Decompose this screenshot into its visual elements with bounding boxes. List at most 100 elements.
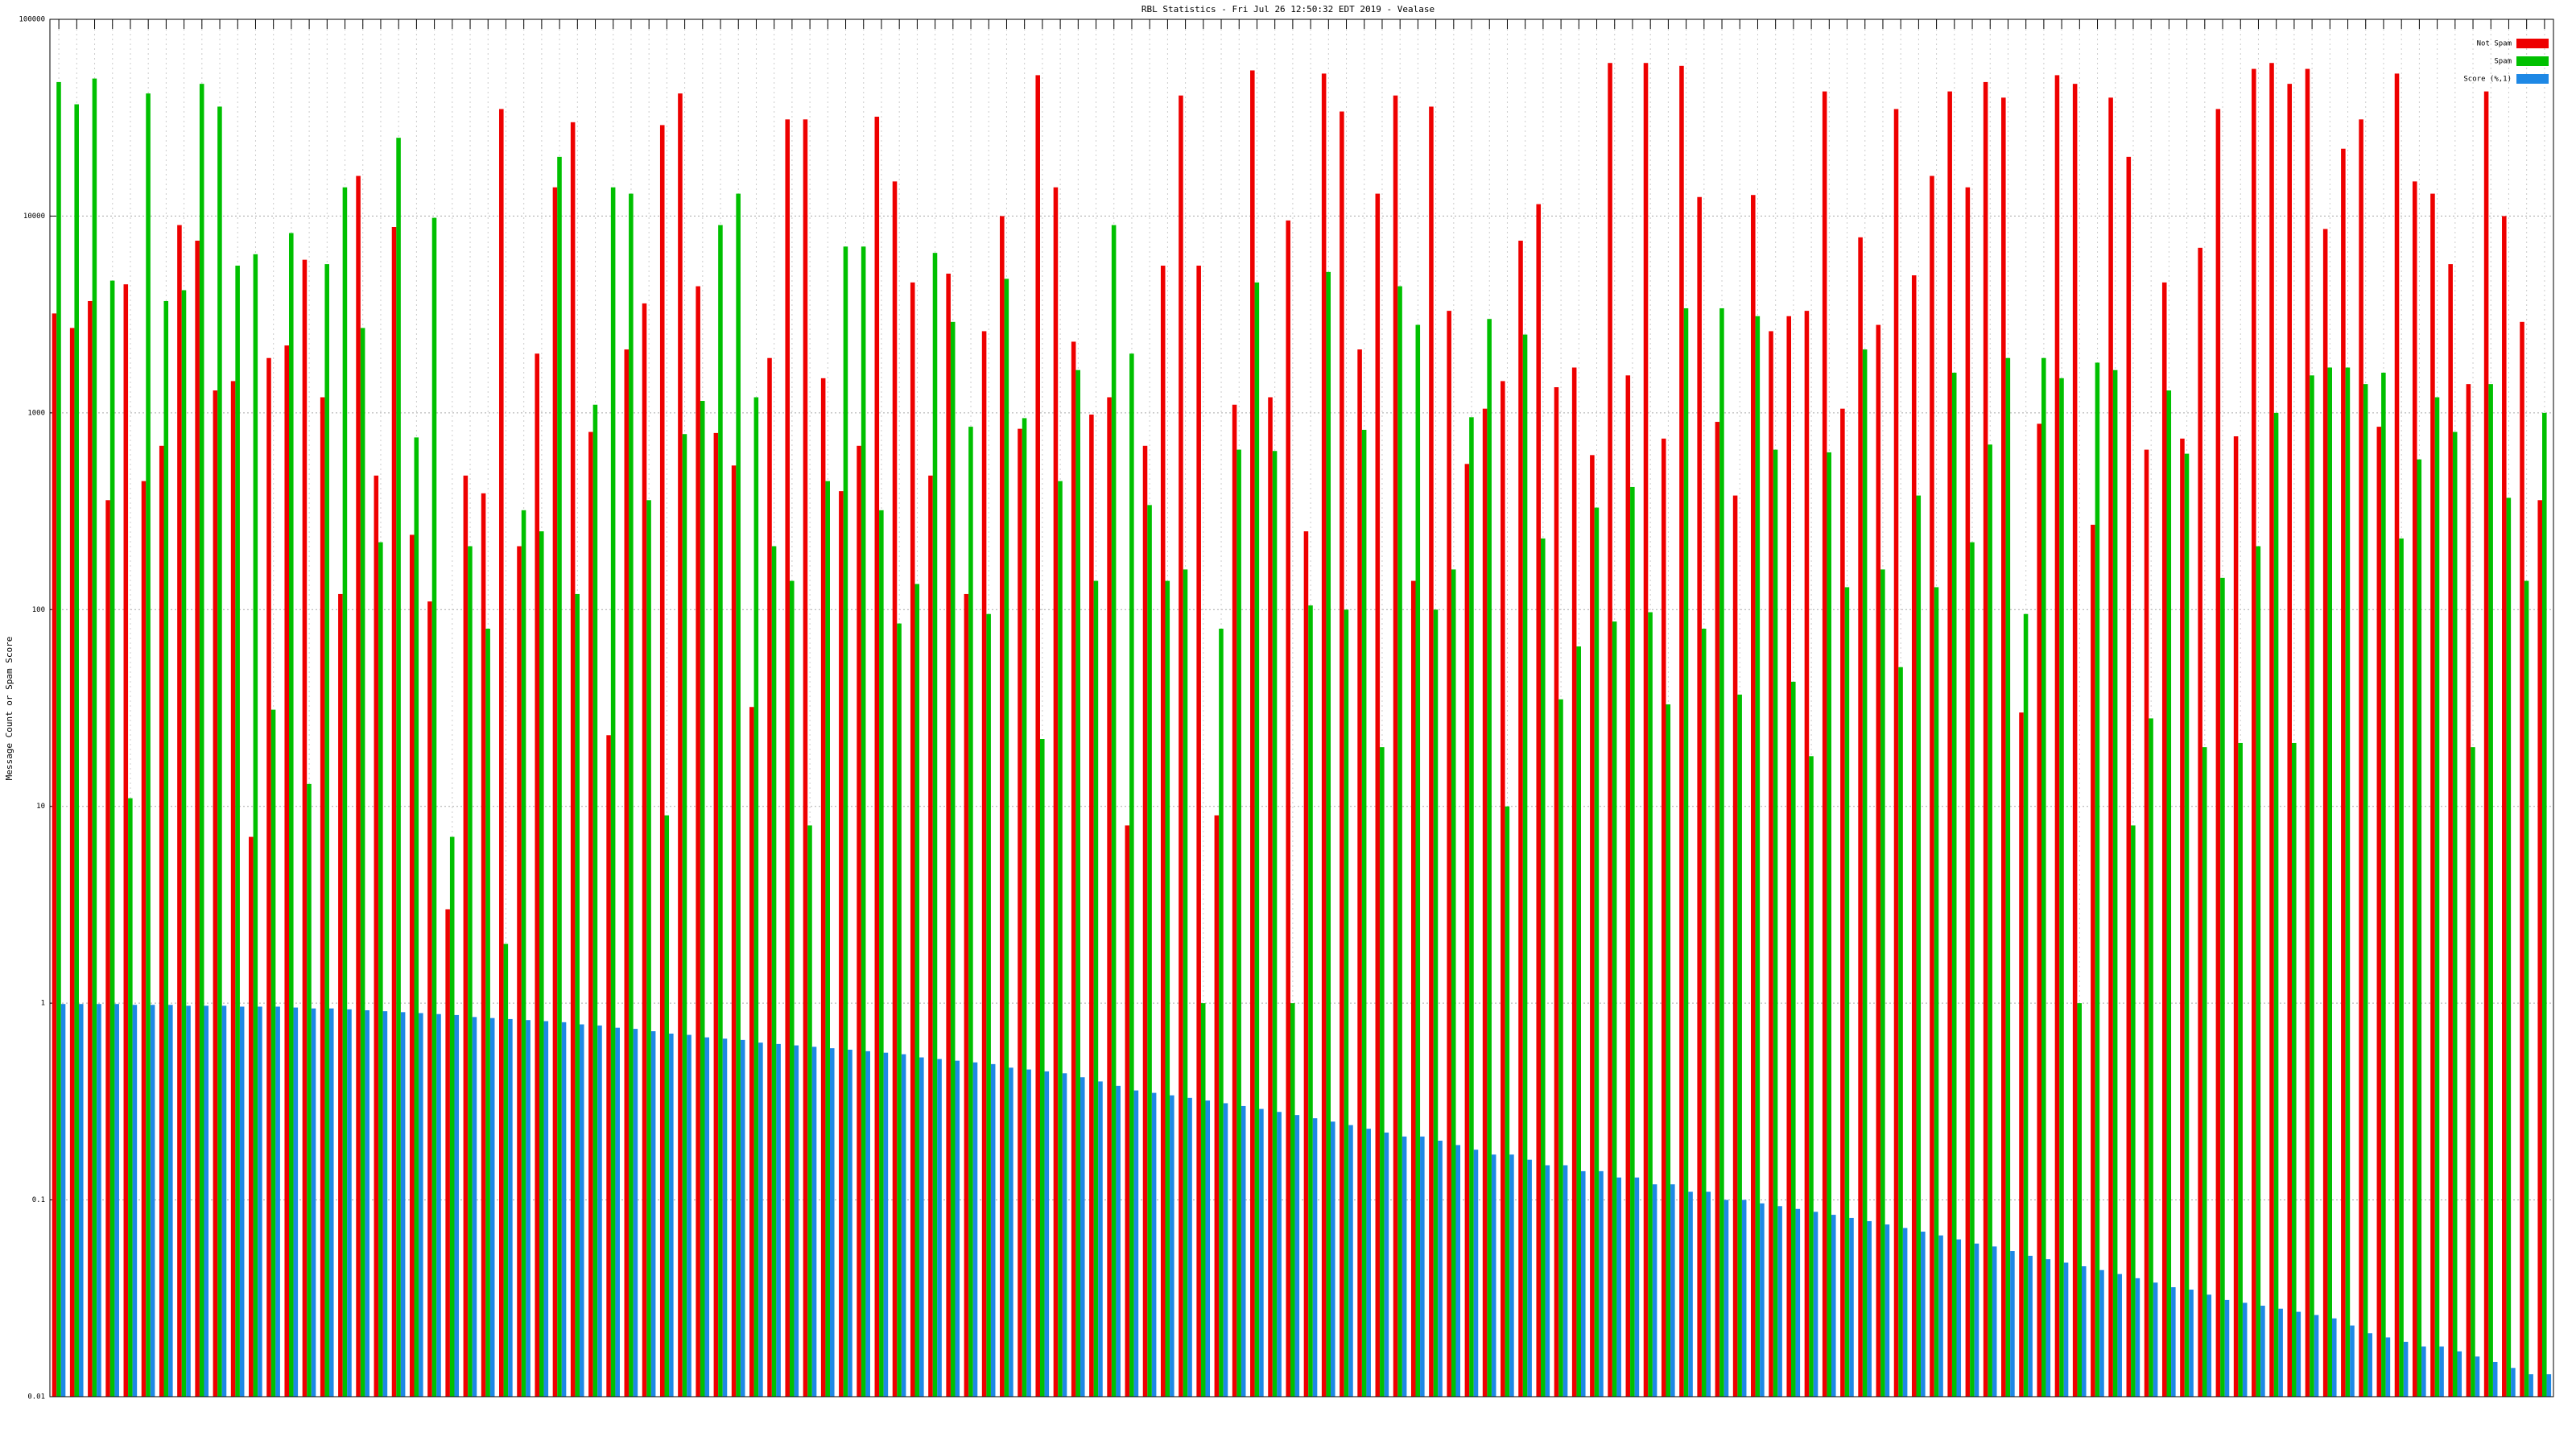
bar bbox=[56, 81, 61, 1397]
bar bbox=[790, 580, 795, 1397]
bar bbox=[1974, 1243, 1979, 1397]
bar bbox=[1075, 369, 1080, 1397]
bar bbox=[1921, 1231, 1926, 1397]
y-tick-label: 1000 bbox=[27, 409, 45, 417]
bar bbox=[1093, 580, 1099, 1397]
bar bbox=[1571, 367, 1577, 1397]
bar bbox=[1947, 91, 1952, 1397]
bar bbox=[825, 481, 830, 1397]
bar bbox=[552, 187, 558, 1397]
bar bbox=[678, 93, 683, 1397]
bar bbox=[2448, 264, 2453, 1397]
bar bbox=[1402, 1136, 1407, 1397]
bar bbox=[848, 1049, 852, 1397]
bar bbox=[2483, 91, 2489, 1397]
bar bbox=[1330, 1121, 1335, 1397]
bar bbox=[606, 735, 611, 1397]
bar bbox=[109, 280, 115, 1397]
bar bbox=[919, 1057, 924, 1397]
bar bbox=[776, 1043, 781, 1397]
bar bbox=[342, 187, 348, 1397]
bar bbox=[820, 378, 826, 1397]
bar bbox=[1053, 187, 1059, 1397]
bar bbox=[168, 1005, 173, 1397]
bar bbox=[932, 253, 938, 1397]
bar bbox=[1809, 756, 1814, 1397]
bar bbox=[1697, 196, 1702, 1397]
bar bbox=[2394, 73, 2400, 1397]
bar bbox=[731, 465, 737, 1397]
bar bbox=[897, 623, 902, 1397]
bar bbox=[481, 493, 486, 1397]
bar bbox=[2180, 438, 2185, 1397]
bar bbox=[2166, 390, 2172, 1397]
bar bbox=[1129, 353, 1134, 1397]
bar bbox=[1777, 1206, 1782, 1397]
bar bbox=[592, 404, 598, 1397]
bar bbox=[1608, 63, 1612, 1397]
bar bbox=[1062, 1073, 1067, 1397]
bar bbox=[1755, 316, 1761, 1397]
bar bbox=[901, 1054, 906, 1397]
bar bbox=[1429, 106, 1434, 1397]
bar bbox=[1541, 538, 1546, 1397]
bar bbox=[1044, 1071, 1050, 1397]
bar bbox=[1026, 1069, 1031, 1397]
bar bbox=[1294, 1115, 1300, 1397]
bar bbox=[128, 798, 133, 1397]
bar bbox=[2524, 580, 2529, 1397]
bar bbox=[2546, 1374, 2552, 1397]
bar bbox=[230, 381, 236, 1397]
bar bbox=[1340, 111, 1344, 1397]
bar bbox=[400, 1012, 406, 1397]
bar bbox=[633, 1029, 638, 1397]
bar bbox=[1491, 1154, 1496, 1397]
bar bbox=[946, 273, 951, 1397]
bar bbox=[141, 481, 147, 1397]
bar bbox=[235, 265, 240, 1397]
bar bbox=[2135, 1278, 2140, 1397]
bar bbox=[937, 1059, 942, 1397]
bar bbox=[1469, 417, 1474, 1397]
bar bbox=[1840, 408, 1845, 1397]
bar bbox=[1732, 495, 1738, 1397]
bar bbox=[597, 1025, 602, 1397]
bar bbox=[2273, 412, 2279, 1397]
bar bbox=[1393, 95, 1398, 1397]
bar bbox=[771, 546, 777, 1397]
bar bbox=[2322, 229, 2328, 1397]
bar bbox=[1938, 1235, 1943, 1397]
bar bbox=[1612, 621, 1617, 1397]
bar bbox=[1876, 324, 1881, 1397]
bar bbox=[972, 1062, 978, 1397]
bar bbox=[463, 475, 469, 1397]
bar bbox=[436, 1013, 441, 1397]
bar bbox=[2054, 75, 2060, 1397]
bar bbox=[249, 836, 254, 1397]
bar bbox=[328, 1008, 334, 1397]
bar bbox=[624, 349, 630, 1397]
bar bbox=[1679, 65, 1684, 1397]
bar bbox=[664, 815, 670, 1397]
bar bbox=[2305, 68, 2310, 1397]
bar bbox=[1501, 381, 1505, 1397]
bar bbox=[2233, 436, 2239, 1397]
bar bbox=[2492, 1361, 2498, 1397]
bar bbox=[700, 401, 705, 1397]
bar bbox=[1616, 1177, 1621, 1397]
bar bbox=[1724, 1199, 1729, 1397]
bar bbox=[284, 345, 290, 1397]
bar bbox=[1018, 428, 1022, 1397]
bar bbox=[1080, 1077, 1085, 1397]
bar bbox=[1760, 1203, 1765, 1397]
bar bbox=[2037, 423, 2042, 1397]
bar bbox=[150, 1005, 155, 1397]
bar bbox=[2256, 546, 2261, 1397]
bar bbox=[1545, 1165, 1550, 1397]
bar bbox=[1214, 815, 1220, 1397]
bar bbox=[704, 1037, 710, 1397]
bar bbox=[682, 434, 687, 1397]
bar bbox=[2385, 1337, 2391, 1397]
bar bbox=[2028, 1255, 2033, 1397]
